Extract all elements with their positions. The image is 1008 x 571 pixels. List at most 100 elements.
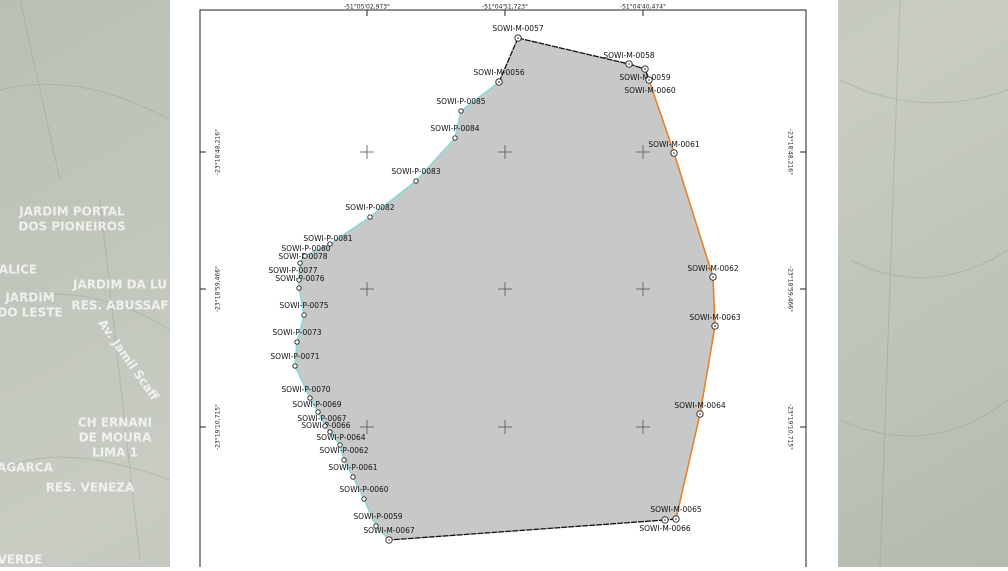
vertex-label: SOWI-P-0067 (297, 414, 346, 423)
boundary-edge (454, 110, 462, 139)
vertex-marker (322, 423, 328, 429)
vertex-marker (413, 178, 419, 184)
latitude-label: -23°18'48,216° (215, 129, 222, 175)
latitude-label: -23°19'10,715° (787, 404, 794, 450)
vertex-marker (292, 363, 298, 369)
vertex-center (664, 519, 666, 521)
vertex-label: SOWI-P-0077 (268, 266, 317, 275)
vertex-center (517, 37, 519, 39)
boundary-edge (675, 413, 701, 520)
vertex-marker (301, 312, 307, 318)
vertex-label: SOWI-P-0059 (353, 512, 402, 521)
vertex-marker (458, 108, 464, 114)
longitude-label: -51°04'51,723° (482, 4, 528, 11)
map-frame (199, 9, 807, 571)
boundary-edge (415, 137, 456, 182)
vertex-label: SOWI-P-0064 (316, 433, 365, 442)
place-label: AGARCA (0, 461, 54, 475)
vertex-label: SOWI-M-0065 (650, 505, 701, 514)
vertex-label: SOWI-P-0082 (345, 203, 394, 212)
boundary-edge (517, 37, 630, 65)
vertex-label: SOWI-M-0061 (648, 140, 699, 149)
longitude-label: -51°05'02,973° (344, 4, 390, 11)
boundary-edge (648, 79, 675, 154)
boundary-edge (388, 519, 666, 541)
vertex-marker (302, 253, 308, 259)
vertex-label: SOWI-M-0062 (687, 264, 738, 273)
vertex-marker (337, 442, 343, 448)
vertex-marker (367, 214, 373, 220)
boundary-edge (673, 152, 714, 278)
boundary-edge (296, 314, 305, 343)
boundary-edge (294, 341, 298, 367)
vertex-center (648, 79, 650, 81)
vertex-marker (341, 457, 347, 463)
vertex-label: SOWI-P-0070 (281, 385, 330, 394)
vertex-label: SOWI-P-0080 (281, 244, 330, 253)
vertex-label: SOWI-M-0067 (363, 526, 414, 535)
vertex-label: SOWI-P-0062 (319, 446, 368, 455)
vertex-marker (327, 241, 333, 247)
vertex-label: SOWI-P-0061 (328, 463, 377, 472)
vertex-marker (315, 409, 321, 415)
boundary-edge (369, 180, 417, 218)
vertex-label: SOWI-P-0071 (270, 352, 319, 361)
vertex-label: SOWI-M-0066 (639, 524, 690, 533)
vertex-label: SOWI-P-0073 (272, 328, 321, 337)
vertex-center (712, 276, 714, 278)
vertex-marker (307, 395, 313, 401)
place-label: RES. VENEZA (46, 481, 135, 495)
labels: SOWI-M-0057 SOWI-M-0058 SOWI-M-0059 SOWI-M-… (268, 24, 741, 544)
vertex-center (673, 152, 675, 154)
vertex-marker (297, 260, 303, 266)
vertex-marker (327, 429, 333, 435)
vertex-center (714, 325, 716, 327)
vertex-label: SOWI-M-0057 (492, 24, 543, 33)
vertex-marker (296, 285, 302, 291)
vertex-label: SOWI-P-0085 (436, 97, 485, 106)
vertex-center (498, 81, 500, 83)
vertex-label: SOWI-P-0069 (292, 400, 341, 409)
place-label: CH ERNANI (78, 416, 152, 430)
vertex-label: SOWI-M-0058 (603, 51, 654, 60)
boundary-edge (298, 287, 305, 316)
vertex-label: SOWI-P-0084 (430, 124, 479, 133)
boundary-edge (699, 325, 716, 415)
vertex-label: SOWI-M-0060 (624, 86, 675, 95)
vertex-center (675, 518, 677, 520)
boundary-edge (498, 37, 519, 83)
vertex-label: SOWI-M-0059 (619, 73, 670, 82)
place-label: DOS PIONEIROS (18, 220, 125, 234)
boundary-edge (298, 262, 301, 281)
latitude-label: -23°19'10,715° (215, 404, 222, 450)
place-label: JARDIM PORTAL (18, 205, 125, 219)
boundary-edge (712, 276, 716, 327)
boundary-edge (304, 243, 331, 257)
vertex-label: SOWI-P-0075 (279, 301, 328, 310)
place-label: LIMA 1 (92, 446, 138, 460)
place-label: DE MOURA (79, 431, 152, 445)
vertex-label: SOWI-P-0083 (391, 167, 440, 176)
vertex-marker (373, 523, 379, 529)
vertex-marker (350, 474, 356, 480)
place-label: DO LESTE (0, 306, 63, 320)
vertex-label: SOWI-M-0064 (674, 401, 725, 410)
place-label: ALICE (0, 263, 37, 277)
boundary-edge (329, 216, 371, 245)
vertex-marker (452, 135, 458, 141)
boundary-edge (309, 397, 319, 413)
vertex-marker (296, 277, 302, 283)
vertex-label: SOWI-P-0081 (303, 234, 352, 243)
boundary-edge (460, 81, 500, 112)
vertex-center (628, 63, 630, 65)
place-label: VERDE (0, 553, 42, 567)
latitude-label: -23°18'59,466° (787, 266, 794, 312)
place-label: JARDIM DA LU (72, 278, 167, 292)
vertex-center (699, 413, 701, 415)
vertex-label: SOWI-M-0056 (473, 68, 524, 77)
vertex-marker (361, 496, 367, 502)
place-label: JARDIM (4, 291, 54, 305)
vertex-label: SOWI-P-0060 (339, 485, 388, 494)
